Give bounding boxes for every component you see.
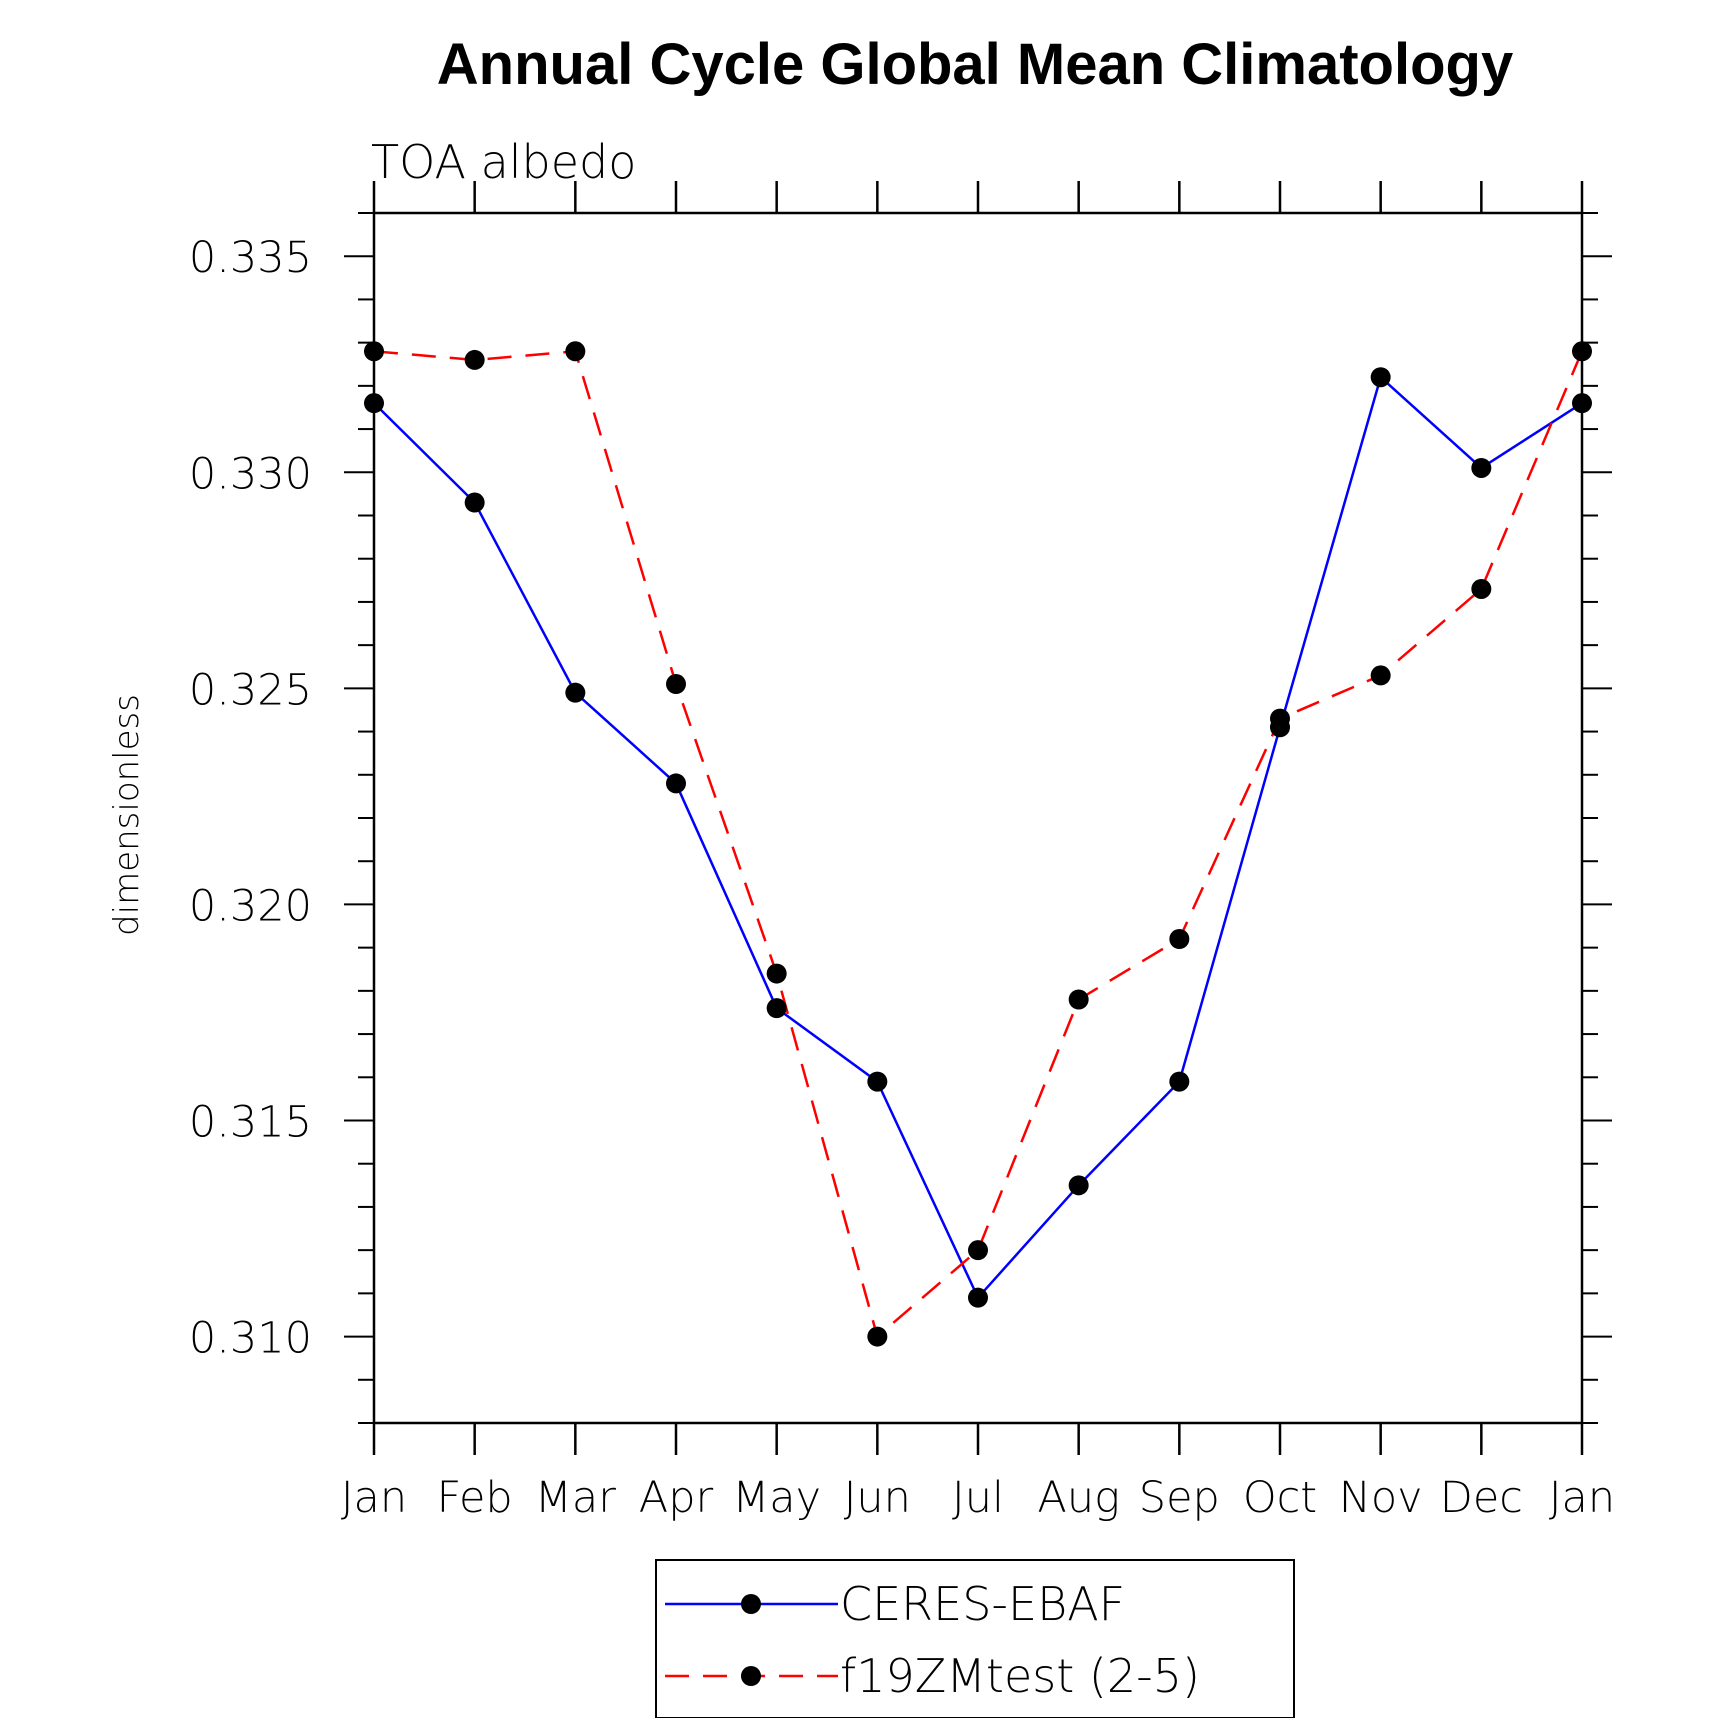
series-0-point xyxy=(1169,1071,1190,1092)
series-0-point xyxy=(766,998,787,1019)
series-1-point xyxy=(464,349,485,370)
x-tick-label: Mar xyxy=(535,1473,616,1523)
x-tick-label: Jul xyxy=(952,1473,1004,1523)
x-tick-label: Dec xyxy=(1440,1473,1523,1523)
x-tick-label: Apr xyxy=(639,1473,714,1523)
series-1-point xyxy=(565,341,586,362)
series-1-point xyxy=(364,341,384,362)
series-0-point xyxy=(666,773,686,794)
series-0-point xyxy=(1471,457,1492,478)
series-0-point xyxy=(968,1287,988,1308)
chart-subtitle: TOA albedo xyxy=(371,135,636,189)
x-tick-label: Feb xyxy=(437,1473,513,1523)
y-tick-label: 0.315 xyxy=(189,1098,312,1148)
y-axis-label: dimensionless xyxy=(107,694,147,936)
series-1-point xyxy=(666,674,686,695)
series-0-point xyxy=(867,1071,888,1092)
series-0-point xyxy=(1370,367,1391,388)
series-1-point xyxy=(867,1326,888,1347)
legend-label-ceres-ebaf: CERES-EBAF xyxy=(840,1577,1125,1631)
axes: Jan Feb Mar Apr May Jun Jul Aug Sep Oct Nov Dec Jan 0… xyxy=(189,181,1615,1523)
x-tick-label: Sep xyxy=(1139,1473,1220,1523)
series-1-point xyxy=(968,1240,988,1261)
y-tick-label: 0.320 xyxy=(189,881,312,931)
legend-marker-ceres-ebaf xyxy=(741,1594,761,1614)
x-tick-label: May xyxy=(732,1473,821,1523)
series-0-point xyxy=(565,682,586,703)
chart-title: Annual Cycle Global Mean Climatology xyxy=(437,32,1513,97)
series-0-point xyxy=(464,492,485,513)
y-tick-label: 0.330 xyxy=(189,449,312,499)
x-tick-label: Nov xyxy=(1339,1473,1423,1523)
legend-marker-f19zmtest xyxy=(741,1666,761,1686)
y-tick-label: 0.310 xyxy=(189,1314,312,1364)
series-line-0 xyxy=(373,374,1583,1300)
y-tick-label: 0.335 xyxy=(189,233,312,283)
series-group xyxy=(364,341,1592,1347)
legend-label-f19zmtest: f19ZMtest (2-5) xyxy=(840,1649,1200,1703)
series-0-point xyxy=(364,393,384,414)
x-tick-label: Oct xyxy=(1243,1473,1317,1523)
x-tick-label: Jun xyxy=(844,1473,911,1523)
x-tick-label: Jan xyxy=(1549,1473,1615,1523)
series-line-1 xyxy=(373,349,1584,1339)
series-1-point xyxy=(1068,989,1089,1010)
series-1-point xyxy=(1572,341,1592,362)
series-1-point xyxy=(1471,578,1492,599)
x-tick-label: Jan xyxy=(341,1473,407,1523)
series-1-point xyxy=(1270,708,1290,729)
series-0-point xyxy=(1068,1175,1089,1196)
series-1-point xyxy=(1370,665,1391,686)
series-1-point xyxy=(1169,929,1190,949)
legend-box xyxy=(655,1559,1295,1718)
series-1-point xyxy=(766,963,787,984)
series-0-point xyxy=(1572,393,1592,414)
legend: CERES-EBAF f19ZMtest (2-5) xyxy=(655,1559,1295,1718)
y-tick-label: 0.325 xyxy=(189,665,312,715)
x-tick-label: Aug xyxy=(1037,1473,1119,1523)
